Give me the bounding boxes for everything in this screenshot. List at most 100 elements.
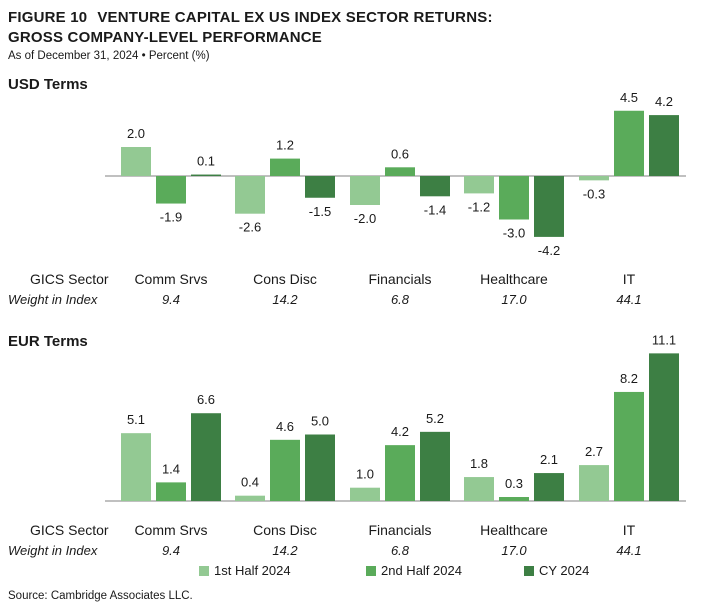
title-line-1: VENTURE CAPITAL EX US INDEX SECTOR RETUR… <box>97 9 493 26</box>
eur-weight-label-healthcare: 17.0 <box>501 543 527 558</box>
eur-value-label-healthcare-cy-2024: 2.1 <box>540 452 558 467</box>
legend-item-2nd-half: 2nd Half 2024 <box>366 563 462 578</box>
usd-value-label-comm-srvs-cy-2024: 0.1 <box>197 154 215 169</box>
figure-label: FIGURE 10 <box>8 9 88 26</box>
usd-bar-financials-2nd-half-2024 <box>385 167 415 176</box>
usd-value-label-comm-srvs-1st-half-2024: 2.0 <box>127 126 145 141</box>
legend: 1st Half 2024 2nd Half 2024 CY 2024 <box>0 563 716 581</box>
usd-value-label-it-cy-2024: 4.2 <box>655 94 673 109</box>
usd-panel-title: USD Terms <box>8 76 88 93</box>
usd-bar-financials-1st-half-2024 <box>350 176 380 205</box>
legend-item-1st-half: 1st Half 2024 <box>199 563 291 578</box>
eur-bar-cons-disc-cy-2024 <box>305 434 335 501</box>
eur-value-label-cons-disc-1st-half-2024: 0.4 <box>241 475 259 490</box>
eur-category-label-financials: Financials <box>368 522 431 538</box>
eur-value-label-healthcare-1st-half-2024: 1.8 <box>470 456 488 471</box>
eur-bar-financials-1st-half-2024 <box>350 487 380 501</box>
usd-weight-label-comm-srvs: 9.4 <box>162 292 180 307</box>
eur-category-label-cons-disc: Cons Disc <box>253 522 317 538</box>
chart-title: FIGURE 10 VENTURE CAPITAL EX US INDEX SEC… <box>8 8 493 48</box>
source-note: Source: Cambridge Associates LLC. <box>8 590 193 602</box>
eur-bar-healthcare-1st-half-2024 <box>464 477 494 501</box>
usd-bar-cons-disc-1st-half-2024 <box>235 176 265 214</box>
eur-bar-financials-cy-2024 <box>420 431 450 501</box>
eur-value-label-cons-disc-2nd-half-2024: 4.6 <box>276 419 294 434</box>
usd-bar-cons-disc-cy-2024 <box>305 176 335 198</box>
usd-weight-label-it: 44.1 <box>616 292 641 307</box>
eur-value-label-financials-cy-2024: 5.2 <box>426 411 444 426</box>
legend-label-1st-half: 1st Half 2024 <box>214 563 291 578</box>
usd-weight-label-cons-disc: 14.2 <box>272 292 298 307</box>
usd-value-label-comm-srvs-2nd-half-2024: -1.9 <box>160 210 182 225</box>
eur-value-label-comm-srvs-1st-half-2024: 5.1 <box>127 412 145 427</box>
chart-subtitle: As of December 31, 2024 • Percent (%) <box>8 50 210 62</box>
eur-category-label-it: IT <box>623 522 636 538</box>
eur-bar-it-cy-2024 <box>649 353 679 501</box>
usd-value-label-cons-disc-1st-half-2024: -2.6 <box>239 220 261 235</box>
legend-item-cy: CY 2024 <box>524 563 589 578</box>
usd-row-label-weight: Weight in Index <box>8 292 98 307</box>
title-line-2: GROSS COMPANY-LEVEL PERFORMANCE <box>8 29 323 46</box>
usd-value-label-cons-disc-cy-2024: -1.5 <box>309 204 331 219</box>
usd-value-label-cons-disc-2nd-half-2024: 1.2 <box>276 138 294 153</box>
eur-bar-healthcare-cy-2024 <box>534 473 564 501</box>
usd-weight-label-healthcare: 17.0 <box>501 292 527 307</box>
eur-weight-label-it: 44.1 <box>616 543 641 558</box>
usd-category-label-healthcare: Healthcare <box>480 271 548 287</box>
usd-value-label-it-1st-half-2024: -0.3 <box>583 186 605 201</box>
usd-value-label-healthcare-2nd-half-2024: -3.0 <box>503 226 525 241</box>
eur-bar-chart: 5.1 1.4 6.6 Comm Srvs 9.4 0.4 4.6 5.0 Cons Disc 1… <box>8 332 686 558</box>
usd-bar-comm-srvs-1st-half-2024 <box>121 147 151 176</box>
eur-row-label-sector: GICS Sector <box>30 522 109 538</box>
eur-row-label-weight: Weight in Index <box>8 543 98 558</box>
eur-value-label-financials-2nd-half-2024: 4.2 <box>391 424 409 439</box>
legend-label-cy: CY 2024 <box>539 563 590 578</box>
eur-weight-label-cons-disc: 14.2 <box>272 543 298 558</box>
eur-value-label-comm-srvs-cy-2024: 6.6 <box>197 392 215 407</box>
usd-value-label-financials-1st-half-2024: -2.0 <box>354 211 376 226</box>
eur-value-label-cons-disc-cy-2024: 5.0 <box>311 414 329 429</box>
usd-bar-healthcare-cy-2024 <box>534 176 564 237</box>
usd-category-label-cons-disc: Cons Disc <box>253 271 317 287</box>
legend-swatch-1st-half <box>199 565 209 576</box>
usd-bar-it-2nd-half-2024 <box>614 110 644 176</box>
legend-label-2nd-half: 2nd Half 2024 <box>381 563 462 578</box>
eur-bar-cons-disc-2nd-half-2024 <box>270 439 300 501</box>
eur-bar-it-1st-half-2024 <box>579 465 609 501</box>
eur-weight-label-comm-srvs: 9.4 <box>162 543 180 558</box>
eur-value-label-it-2nd-half-2024: 8.2 <box>620 371 638 386</box>
usd-bar-it-1st-half-2024 <box>579 176 609 181</box>
eur-bar-it-2nd-half-2024 <box>614 391 644 501</box>
usd-value-label-healthcare-cy-2024: -4.2 <box>538 243 560 258</box>
usd-weight-label-financials: 6.8 <box>391 292 410 307</box>
usd-category-label-it: IT <box>623 271 636 287</box>
usd-bar-chart: 2.0 -1.9 0.1 Comm Srvs 9.4 -2.6 1.2 -1.5 Cons Di… <box>8 90 686 307</box>
usd-category-label-financials: Financials <box>368 271 431 287</box>
usd-bar-comm-srvs-2nd-half-2024 <box>156 176 186 204</box>
eur-value-label-it-1st-half-2024: 2.7 <box>585 444 603 459</box>
usd-category-label-comm-srvs: Comm Srvs <box>134 271 207 287</box>
usd-bar-cons-disc-2nd-half-2024 <box>270 158 300 176</box>
eur-panel-title: EUR Terms <box>8 333 88 350</box>
usd-value-label-healthcare-1st-half-2024: -1.2 <box>468 199 490 214</box>
eur-value-label-it-cy-2024: 11.1 <box>652 332 676 347</box>
eur-bar-comm-srvs-cy-2024 <box>191 413 221 501</box>
usd-value-label-financials-cy-2024: -1.4 <box>424 202 446 217</box>
eur-bar-comm-srvs-1st-half-2024 <box>121 433 151 501</box>
eur-category-label-healthcare: Healthcare <box>480 522 548 538</box>
eur-value-label-healthcare-2nd-half-2024: 0.3 <box>505 476 523 491</box>
usd-bar-it-cy-2024 <box>649 115 679 176</box>
eur-bar-comm-srvs-2nd-half-2024 <box>156 482 186 501</box>
usd-bar-comm-srvs-cy-2024 <box>191 174 221 176</box>
usd-row-label-sector: GICS Sector <box>30 271 109 287</box>
eur-bar-healthcare-2nd-half-2024 <box>499 497 529 501</box>
usd-bar-financials-cy-2024 <box>420 176 450 197</box>
eur-bar-financials-2nd-half-2024 <box>385 445 415 501</box>
eur-value-label-financials-1st-half-2024: 1.0 <box>356 467 374 482</box>
eur-value-label-comm-srvs-2nd-half-2024: 1.4 <box>162 461 180 476</box>
usd-bar-healthcare-2nd-half-2024 <box>499 176 529 220</box>
legend-swatch-2nd-half <box>366 565 376 576</box>
usd-value-label-it-2nd-half-2024: 4.5 <box>620 90 638 105</box>
eur-bar-cons-disc-1st-half-2024 <box>235 495 265 501</box>
legend-swatch-cy <box>524 565 534 576</box>
